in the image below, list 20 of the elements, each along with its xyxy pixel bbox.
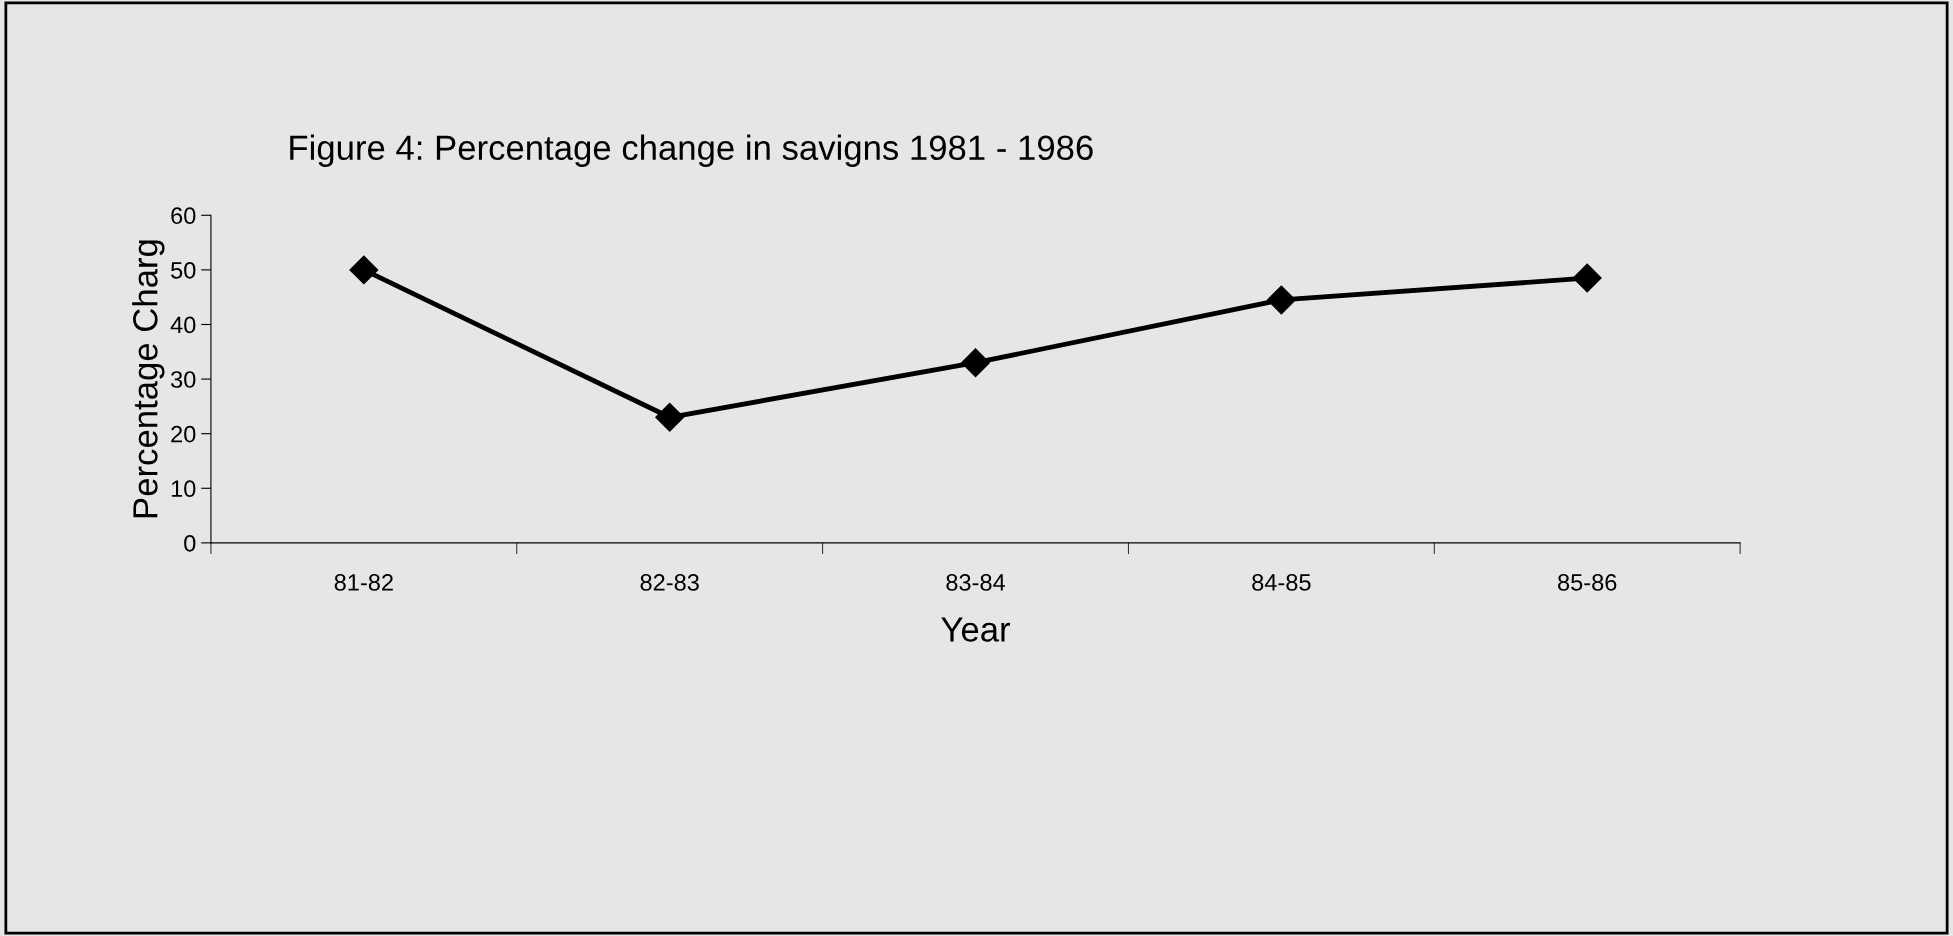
y-tick-label: 40 — [170, 316, 196, 334]
x-tick-label: 84-85 — [1252, 574, 1311, 591]
x-tick-label: 81-82 — [334, 574, 393, 591]
point — [961, 348, 990, 378]
y-tick-label: 20 — [171, 425, 196, 443]
x-tick-label: 82-83 — [640, 574, 699, 591]
point — [1266, 285, 1296, 315]
y-tick-label: 60 — [171, 207, 196, 225]
point — [349, 255, 379, 285]
y-tick-label: 10 — [171, 480, 196, 498]
y-axis-title: Percentage Charg — [132, 240, 165, 518]
x-axis-title: Year — [941, 617, 1011, 642]
chart-title: Figure 4: Percentage change in savigns 1981 - 1986 — [290, 134, 1093, 167]
x-tick-label: 83-84 — [946, 574, 1006, 591]
y-tick-label: 0 — [184, 534, 196, 552]
y-tick-label: 30 — [170, 371, 196, 388]
x-tick-label: 85-86 — [1558, 574, 1617, 591]
point — [655, 402, 685, 432]
y-tick-label: 50 — [171, 261, 196, 279]
point — [1572, 263, 1602, 293]
